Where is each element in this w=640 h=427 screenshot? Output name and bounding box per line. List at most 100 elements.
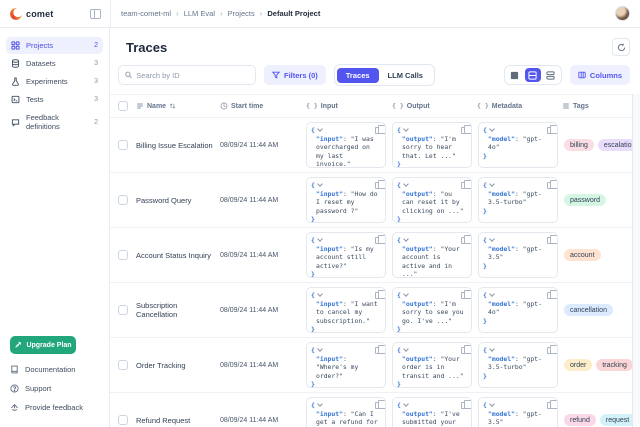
row-checkbox[interactable] bbox=[118, 305, 128, 315]
trace-name[interactable]: Account Status Inquiry bbox=[136, 250, 212, 260]
tag-badge[interactable]: request bbox=[599, 414, 632, 426]
json-preview[interactable]: { "model": "gpt-4o" } bbox=[478, 122, 558, 168]
sidebar-collapse-icon[interactable] bbox=[90, 8, 101, 19]
copy-icon[interactable] bbox=[461, 290, 471, 300]
column-header-output[interactable]: { } Output bbox=[392, 102, 477, 110]
json-preview[interactable]: { "output": "Your account is active and … bbox=[392, 232, 472, 278]
sidebar-item-projects[interactable]: Projects 2 bbox=[6, 37, 103, 54]
search-box[interactable] bbox=[118, 65, 256, 85]
breadcrumb-item[interactable]: LLM Eval bbox=[183, 9, 215, 18]
sidebar-item-support[interactable]: Support bbox=[8, 379, 101, 398]
copy-icon[interactable] bbox=[547, 235, 557, 245]
json-preview[interactable]: { "input": "How do I reset my password ?… bbox=[306, 177, 386, 223]
table-row[interactable]: Billing Issue Escalation 08/09/24 11:44 A… bbox=[110, 118, 632, 173]
json-preview[interactable]: { "output": "I'm sorry to hear that. Let… bbox=[392, 122, 472, 168]
chevron-down-icon[interactable] bbox=[317, 236, 323, 243]
copy-icon[interactable] bbox=[461, 345, 471, 355]
copy-icon[interactable] bbox=[375, 345, 385, 355]
row-checkbox[interactable] bbox=[118, 415, 128, 425]
tab-traces[interactable]: Traces bbox=[336, 67, 379, 83]
tag-badge[interactable]: order bbox=[564, 359, 593, 371]
chevron-down-icon[interactable] bbox=[317, 181, 323, 188]
json-preview[interactable]: { "model": "gpt-4o" } bbox=[478, 287, 558, 333]
chevron-down-icon[interactable] bbox=[489, 181, 495, 188]
trace-name[interactable]: Password Query bbox=[136, 195, 192, 205]
table-row[interactable]: Account Status Inquiry 08/09/24 11:44 AM … bbox=[110, 228, 632, 283]
column-header-tags[interactable]: Tags bbox=[562, 102, 632, 110]
chevron-down-icon[interactable] bbox=[403, 291, 409, 298]
row-height-small-icon[interactable] bbox=[507, 68, 523, 82]
row-height-large-icon[interactable] bbox=[543, 68, 559, 82]
sidebar-item-provide-feedback[interactable]: Provide feedback bbox=[8, 398, 101, 417]
filters-button[interactable]: Filters (0) bbox=[264, 65, 326, 85]
copy-icon[interactable] bbox=[375, 125, 385, 135]
chevron-down-icon[interactable] bbox=[403, 181, 409, 188]
tag-badge[interactable]: password bbox=[564, 194, 606, 206]
table-row[interactable]: Subscription Cancellation 08/09/24 11:44 … bbox=[110, 283, 632, 338]
refresh-button[interactable] bbox=[612, 38, 630, 56]
copy-icon[interactable] bbox=[461, 125, 471, 135]
chevron-down-icon[interactable] bbox=[317, 401, 323, 408]
chevron-down-icon[interactable] bbox=[489, 126, 495, 133]
tag-badge[interactable]: escalation bbox=[597, 139, 632, 151]
json-preview[interactable]: { "output": "I'm sorry to see you go. I'… bbox=[392, 287, 472, 333]
row-height-medium-icon[interactable] bbox=[524, 68, 541, 82]
copy-icon[interactable] bbox=[547, 400, 557, 410]
sort-icon[interactable] bbox=[169, 102, 176, 110]
chevron-down-icon[interactable] bbox=[489, 401, 495, 408]
json-preview[interactable]: { "input": "Where's my order?" } bbox=[306, 342, 386, 388]
json-preview[interactable]: { "output": "Your order is in transit an… bbox=[392, 342, 472, 388]
column-header-start-time[interactable]: Start time bbox=[220, 102, 306, 110]
row-checkbox[interactable] bbox=[118, 195, 128, 205]
copy-icon[interactable] bbox=[375, 290, 385, 300]
json-preview[interactable]: { "model": "gpt-3.5" } bbox=[478, 232, 558, 278]
copy-icon[interactable] bbox=[375, 235, 385, 245]
tag-badge[interactable]: cancellation bbox=[564, 304, 613, 316]
avatar[interactable] bbox=[615, 6, 630, 21]
chevron-down-icon[interactable] bbox=[489, 291, 495, 298]
search-input[interactable] bbox=[136, 70, 249, 80]
trace-name[interactable]: Refund Request bbox=[136, 415, 191, 425]
breadcrumb-item[interactable]: Projects bbox=[227, 9, 255, 18]
tag-badge[interactable]: refund bbox=[564, 414, 596, 426]
columns-button[interactable]: Columns bbox=[569, 65, 630, 85]
chevron-down-icon[interactable] bbox=[489, 236, 495, 243]
json-preview[interactable]: { "input": "Can I get a refund for my la… bbox=[306, 397, 386, 427]
sidebar-item-datasets[interactable]: Datasets 3 bbox=[6, 55, 103, 72]
row-checkbox[interactable] bbox=[118, 140, 128, 150]
copy-icon[interactable] bbox=[547, 345, 557, 355]
sidebar-item-experiments[interactable]: Experiments 3 bbox=[6, 73, 103, 90]
chevron-down-icon[interactable] bbox=[403, 236, 409, 243]
chevron-down-icon[interactable] bbox=[403, 346, 409, 353]
sidebar-item-feedback-definitions[interactable]: Feedback definitions 2 bbox=[6, 109, 103, 135]
column-header-input[interactable]: { } Input bbox=[306, 102, 392, 110]
json-preview[interactable]: { "output": "ou can reset it by clicking… bbox=[392, 177, 472, 223]
copy-icon[interactable] bbox=[547, 180, 557, 190]
chevron-down-icon[interactable] bbox=[317, 291, 323, 298]
trace-name[interactable]: Order Tracking bbox=[136, 360, 186, 370]
json-preview[interactable]: { "model": "gpt-3.5" } bbox=[478, 397, 558, 427]
copy-icon[interactable] bbox=[547, 125, 557, 135]
row-checkbox[interactable] bbox=[118, 250, 128, 260]
copy-icon[interactable] bbox=[375, 180, 385, 190]
chevron-down-icon[interactable] bbox=[403, 126, 409, 133]
json-preview[interactable]: { "input": "Is my account still active?"… bbox=[306, 232, 386, 278]
sidebar-item-tests[interactable]: Tests 3 bbox=[6, 91, 103, 108]
trace-name[interactable]: Subscription Cancellation bbox=[136, 301, 178, 319]
column-header-name[interactable]: Name bbox=[136, 102, 220, 110]
json-preview[interactable]: { "model": "gpt-3.5-turbo" } bbox=[478, 177, 558, 223]
copy-icon[interactable] bbox=[375, 400, 385, 410]
chevron-down-icon[interactable] bbox=[489, 346, 495, 353]
copy-icon[interactable] bbox=[461, 235, 471, 245]
json-preview[interactable]: { "output": "I've submitted your refund … bbox=[392, 397, 472, 427]
upgrade-plan-button[interactable]: Upgrade Plan bbox=[10, 336, 76, 354]
table-row[interactable]: Order Tracking 08/09/24 11:44 AM { "input… bbox=[110, 338, 632, 393]
tag-badge[interactable]: account bbox=[564, 249, 601, 261]
breadcrumb-item[interactable]: Default Project bbox=[267, 9, 321, 18]
comet-logo[interactable]: comet bbox=[10, 7, 54, 20]
select-all-checkbox[interactable] bbox=[118, 101, 128, 111]
copy-icon[interactable] bbox=[461, 400, 471, 410]
chevron-down-icon[interactable] bbox=[317, 126, 323, 133]
row-checkbox[interactable] bbox=[118, 360, 128, 370]
json-preview[interactable]: { "input": "I was overcharged on my last… bbox=[306, 122, 386, 168]
